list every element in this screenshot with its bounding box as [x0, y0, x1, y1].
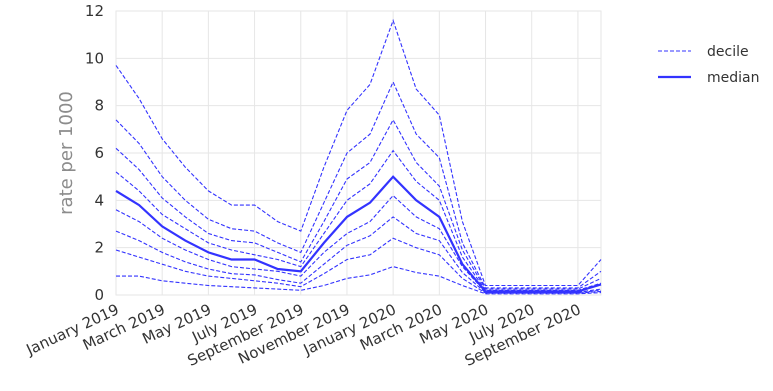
series-decile-line-2 — [115, 216, 602, 294]
legend-decile-label: decile — [707, 44, 749, 60]
y-tick-label: 8 — [94, 97, 104, 115]
grid — [115, 10, 601, 296]
y-tick-label: 2 — [94, 239, 104, 257]
series-decile-line-0 — [116, 266, 602, 295]
y-tick-label: 4 — [94, 191, 104, 209]
series-median-line — [115, 175, 602, 293]
y-tick-label: 6 — [94, 144, 104, 162]
series-layer — [115, 18, 602, 295]
series-decile-line-5 — [115, 149, 602, 291]
series-decile-line-6 — [115, 118, 602, 290]
y-axis-label: rate per 1000 — [56, 91, 77, 215]
series-decile-line-7 — [115, 80, 602, 289]
legend: decile median — [658, 44, 759, 86]
y-axis-ticks: 0 2 4 6 8 10 12 — [85, 2, 104, 304]
y-tick-label: 10 — [85, 49, 104, 67]
series-decile-line-1 — [115, 237, 602, 294]
series-decile-line-8 — [115, 18, 602, 287]
legend-median-label: median — [707, 70, 759, 86]
y-tick-label: 0 — [94, 286, 104, 304]
plot-area — [115, 10, 602, 296]
y-tick-label: 12 — [85, 2, 104, 20]
